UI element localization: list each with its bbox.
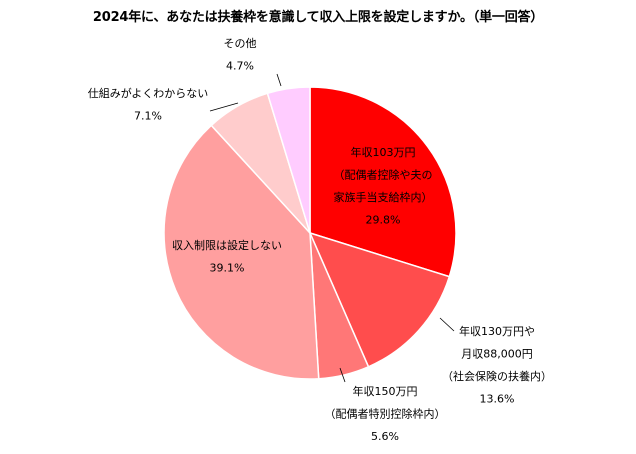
pie-slice-0 bbox=[309, 86, 457, 278]
pie-slice-3 bbox=[163, 124, 320, 380]
slice-category-label-4-0: 仕組みがよくわからない bbox=[88, 86, 208, 100]
slice-category-label-1-1: 月収88,000円 bbox=[461, 348, 533, 361]
slice-category-label-0-1: （配偶者控除や夫の bbox=[334, 168, 433, 182]
slice-value-label-4: 7.1% bbox=[134, 110, 162, 123]
slice-category-label-0-0: 年収103万円 bbox=[351, 145, 416, 159]
pie-slice-1 bbox=[308, 231, 451, 368]
slice-category-label-0-2: 家族手当支給枠内） bbox=[334, 190, 433, 204]
leader-lines bbox=[209, 73, 455, 383]
pie-slice-5 bbox=[266, 86, 311, 234]
slice-value-label-3: 39.1% bbox=[210, 262, 245, 275]
slice-category-label-2-1: （配偶者特別控除枠内） bbox=[325, 407, 446, 421]
slice-value-label-2: 5.6% bbox=[371, 430, 399, 443]
slice-value-label-1: 13.6% bbox=[480, 393, 515, 406]
leader-line-2 bbox=[339, 367, 346, 383]
slice-category-label-3-0: 収入制限は設定しない bbox=[172, 238, 282, 252]
slice-category-label-2-0: 年収150万円 bbox=[353, 384, 418, 398]
leader-line-4 bbox=[209, 102, 239, 112]
chart-title: 2024年に、あなたは扶養枠を意識して収入上限を設定しますか。（単一回答） bbox=[92, 10, 544, 25]
leader-line-5 bbox=[276, 73, 282, 87]
slice-value-label-0: 29.8% bbox=[366, 214, 401, 227]
slice-category-label-1-2: （社会保険の扶養内） bbox=[442, 369, 552, 383]
slice-category-label-1-0: 年収130万円や bbox=[459, 324, 535, 338]
slice-category-label-5-0: その他 bbox=[224, 37, 257, 50]
slice-value-label-5: 4.7% bbox=[226, 60, 254, 73]
pie-slices bbox=[163, 86, 457, 380]
leader-line-1 bbox=[439, 317, 455, 332]
